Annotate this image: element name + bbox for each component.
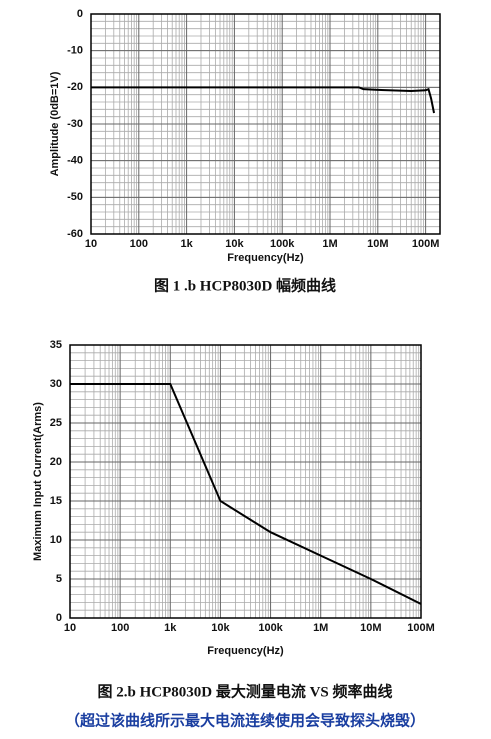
y-tick-label: 5 <box>56 573 62 585</box>
x-tick-label: 100k <box>258 622 283 634</box>
x-tick-label: 100M <box>407 622 435 634</box>
y-tick-label: -30 <box>67 118 83 130</box>
y-tick-label: -50 <box>67 191 83 203</box>
x-axis-label: Frequency(Hz) <box>227 252 304 264</box>
y-tick-label: -40 <box>67 155 83 167</box>
data-line <box>91 86 436 114</box>
y-axis-label: Amplitude (0dB=1V) <box>49 71 61 176</box>
y-tick-label: 15 <box>50 495 62 507</box>
data-line <box>70 383 422 605</box>
x-tick-label: 10k <box>225 238 244 250</box>
x-tick-label: 100 <box>130 238 148 250</box>
y-axis-label: Maximum Input Current(Arms) <box>32 402 44 561</box>
plot-frame <box>90 13 441 235</box>
caption: 图 2.b HCP8030D 最大测量电流 VS 频率曲线 <box>97 682 392 700</box>
x-tick-label: 100 <box>111 622 129 634</box>
y-tick-label: 35 <box>50 339 62 351</box>
caption: 图 1 .b HCP8030D 幅频曲线 <box>154 276 336 294</box>
y-tick-label: 25 <box>50 417 62 429</box>
x-tick-label: 10M <box>360 622 381 634</box>
note: （超过该曲线所示最大电流连续使用会导致探头烧毁） <box>65 711 425 729</box>
y-tick-label: 0 <box>56 612 62 624</box>
x-tick-label: 10k <box>211 622 230 634</box>
x-tick-label: 1k <box>164 622 177 634</box>
y-tick-label: 30 <box>50 378 62 390</box>
x-axis-label: Frequency(Hz) <box>207 645 284 657</box>
x-tick-label: 100M <box>412 238 440 250</box>
y-tick-label: 10 <box>50 534 62 546</box>
y-tick-label: 20 <box>50 456 62 468</box>
x-tick-label: 10M <box>367 238 388 250</box>
y-tick-label: 0 <box>77 8 83 20</box>
x-tick-label: 1k <box>180 238 193 250</box>
x-tick-label: 100k <box>270 238 295 250</box>
y-tick-label: -60 <box>67 228 83 240</box>
x-tick-label: 10 <box>85 238 97 250</box>
plot-frame <box>69 344 422 619</box>
x-tick-label: 10 <box>64 622 76 634</box>
x-tick-label: 1M <box>322 238 337 250</box>
x-tick-label: 1M <box>313 622 328 634</box>
y-tick-label: -10 <box>67 45 83 57</box>
y-tick-label: -20 <box>67 81 83 93</box>
